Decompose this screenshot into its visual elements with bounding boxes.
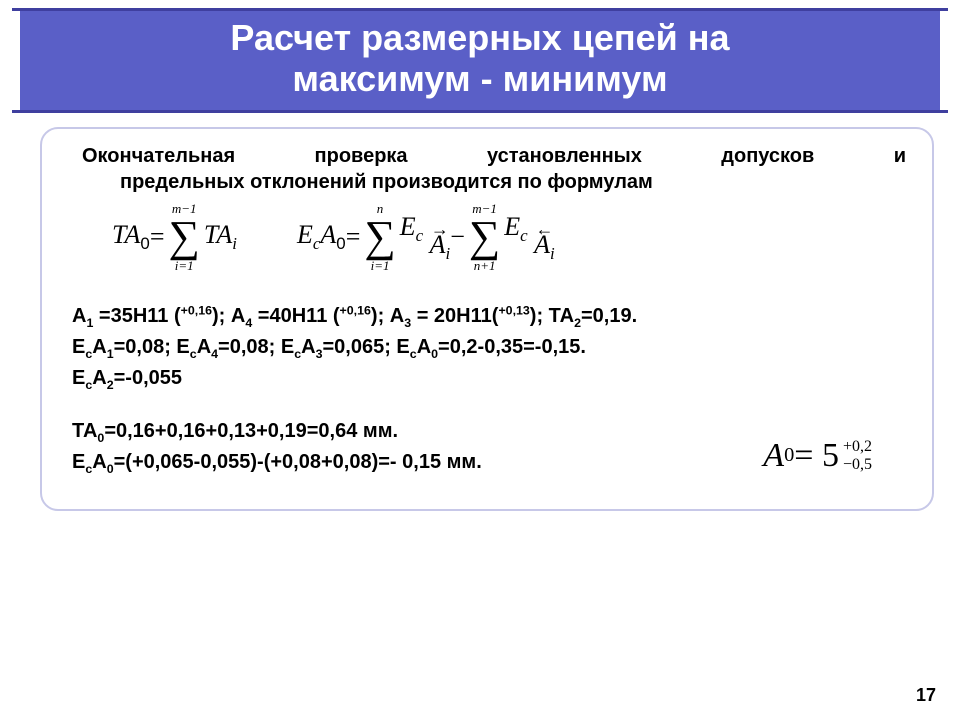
t: =(+0,065-0,055)-(+0,08+0,08)=- 0,15 мм. [114,451,482,473]
t: =40Н11 ( [252,305,339,327]
res-up: +0,2 [843,438,872,456]
f2-sum2: m−1 ∑ n+1 [469,202,500,272]
s: +0,16 [181,303,212,317]
t: А [417,336,431,358]
f2-t2-c: c [520,226,528,245]
t: Е [72,336,85,358]
page-number: 17 [916,685,936,706]
f2-sum1: n ∑ i=1 [364,202,395,272]
t: ); А [212,305,245,327]
f2-left: EcA0 [297,220,346,254]
formula-Ec: EcA0 = n ∑ i=1 Ec → Ai − m−1 [297,202,555,272]
f1-TA: TA [112,220,140,249]
title-line-2: максимум - минимум [40,58,920,99]
t: А [92,336,106,358]
sigma-icon: ∑ [364,215,395,259]
f2-t2-i: i [550,244,555,263]
t: ТА [72,420,97,442]
f2-eq: = [346,222,361,252]
s: 4 [211,347,218,361]
slide: Расчет размерных цепей на максимум - мин… [0,0,960,720]
f1-sub-i: i [232,234,237,253]
f1-left: TA0 [112,220,150,254]
f2-E: E [297,220,313,249]
s: 2 [574,316,581,330]
t: =0,08; Е [114,336,190,358]
gap [72,395,906,417]
t: = 20Н11( [411,305,498,327]
f2-t2-A: A [534,230,550,259]
line-A-values: А1 =35Н11 (+0,16); А4 =40Н11 (+0,16); А3… [72,302,906,333]
f2-minus: − [450,222,465,252]
sigma-icon: ∑ [169,215,200,259]
f1-sub0: 0 [140,234,149,253]
s: с [410,347,417,361]
t: ); ТА [530,305,574,327]
t: А [92,451,106,473]
f2-term2: Ec ← Ai [504,212,554,262]
s: с [190,347,197,361]
slide-title: Расчет размерных цепей на максимум - мин… [20,11,940,110]
res-0: 0 [784,444,794,467]
title-line-1: Расчет размерных цепей на [40,17,920,58]
formula-TA: TA0 = m−1 ∑ i=1 TAi [112,202,237,272]
content-box: Окончательная проверка установленных доп… [40,127,934,511]
s: 0 [107,462,114,476]
res-tol: +0,2 −0,5 [843,438,872,473]
f2-0: 0 [336,234,345,253]
intro-line-2: предельных отклонений производится по фо… [72,171,906,194]
t: =0,16+0,16+0,13+0,19=0,64 мм. [104,420,398,442]
res-dn: −0,5 [843,456,872,474]
res-eq: = 5 [794,437,839,475]
t: =0,08; Е [218,336,294,358]
t: =-0,055 [114,367,182,389]
s: 1 [107,347,114,361]
t: =35Н11 ( [93,305,180,327]
f1-eq: = [150,222,165,252]
formulas-row: TA0 = m−1 ∑ i=1 TAi EcA0 = [112,202,906,272]
t: =0,065; Е [322,336,409,358]
f2-A: A [320,220,336,249]
rule-bottom [12,110,948,113]
line-Ec-values: ЕсА1=0,08; ЕсА4=0,08; ЕсА3=0,065; ЕсА0=0… [72,333,906,364]
f2-arrow2: ← Ai [534,221,555,262]
t: Е [72,451,85,473]
t: Е [72,367,85,389]
res-A: A [763,437,784,475]
t: =0,19. [581,305,637,327]
f1-TAi: TA [204,220,232,249]
f1-sum: m−1 ∑ i=1 [169,202,200,272]
f2-s2-bot: n+1 [474,259,496,272]
line-EcA2: ЕсА2=-0,055 [72,364,906,395]
intro-line-1: Окончательная проверка установленных доп… [72,145,906,168]
s: 2 [107,378,114,392]
t: А [92,367,106,389]
t: А [197,336,211,358]
f2-t2-E: E [504,212,520,241]
f2-s1-bot: i=1 [371,259,390,272]
t: А [301,336,315,358]
f2-t1-A: A [430,230,446,259]
result-formula: A0 = 5 +0,2 −0,5 [763,437,872,475]
sigma-icon: ∑ [469,215,500,259]
t: А [72,305,86,327]
s: +0,13 [498,303,529,317]
t: =0,2-0,35=-0,15. [438,336,586,358]
f2-t1-E: E [400,212,416,241]
s: 0 [431,347,438,361]
s: +0,16 [340,303,371,317]
f2-t1-c: c [416,226,424,245]
f2-term1: Ec → Ai [400,212,450,262]
t: ); А [371,305,404,327]
f2-arrow1: → Ai [430,221,451,262]
f1-right: TAi [204,220,237,254]
f1-sum-bot: i=1 [175,259,194,272]
